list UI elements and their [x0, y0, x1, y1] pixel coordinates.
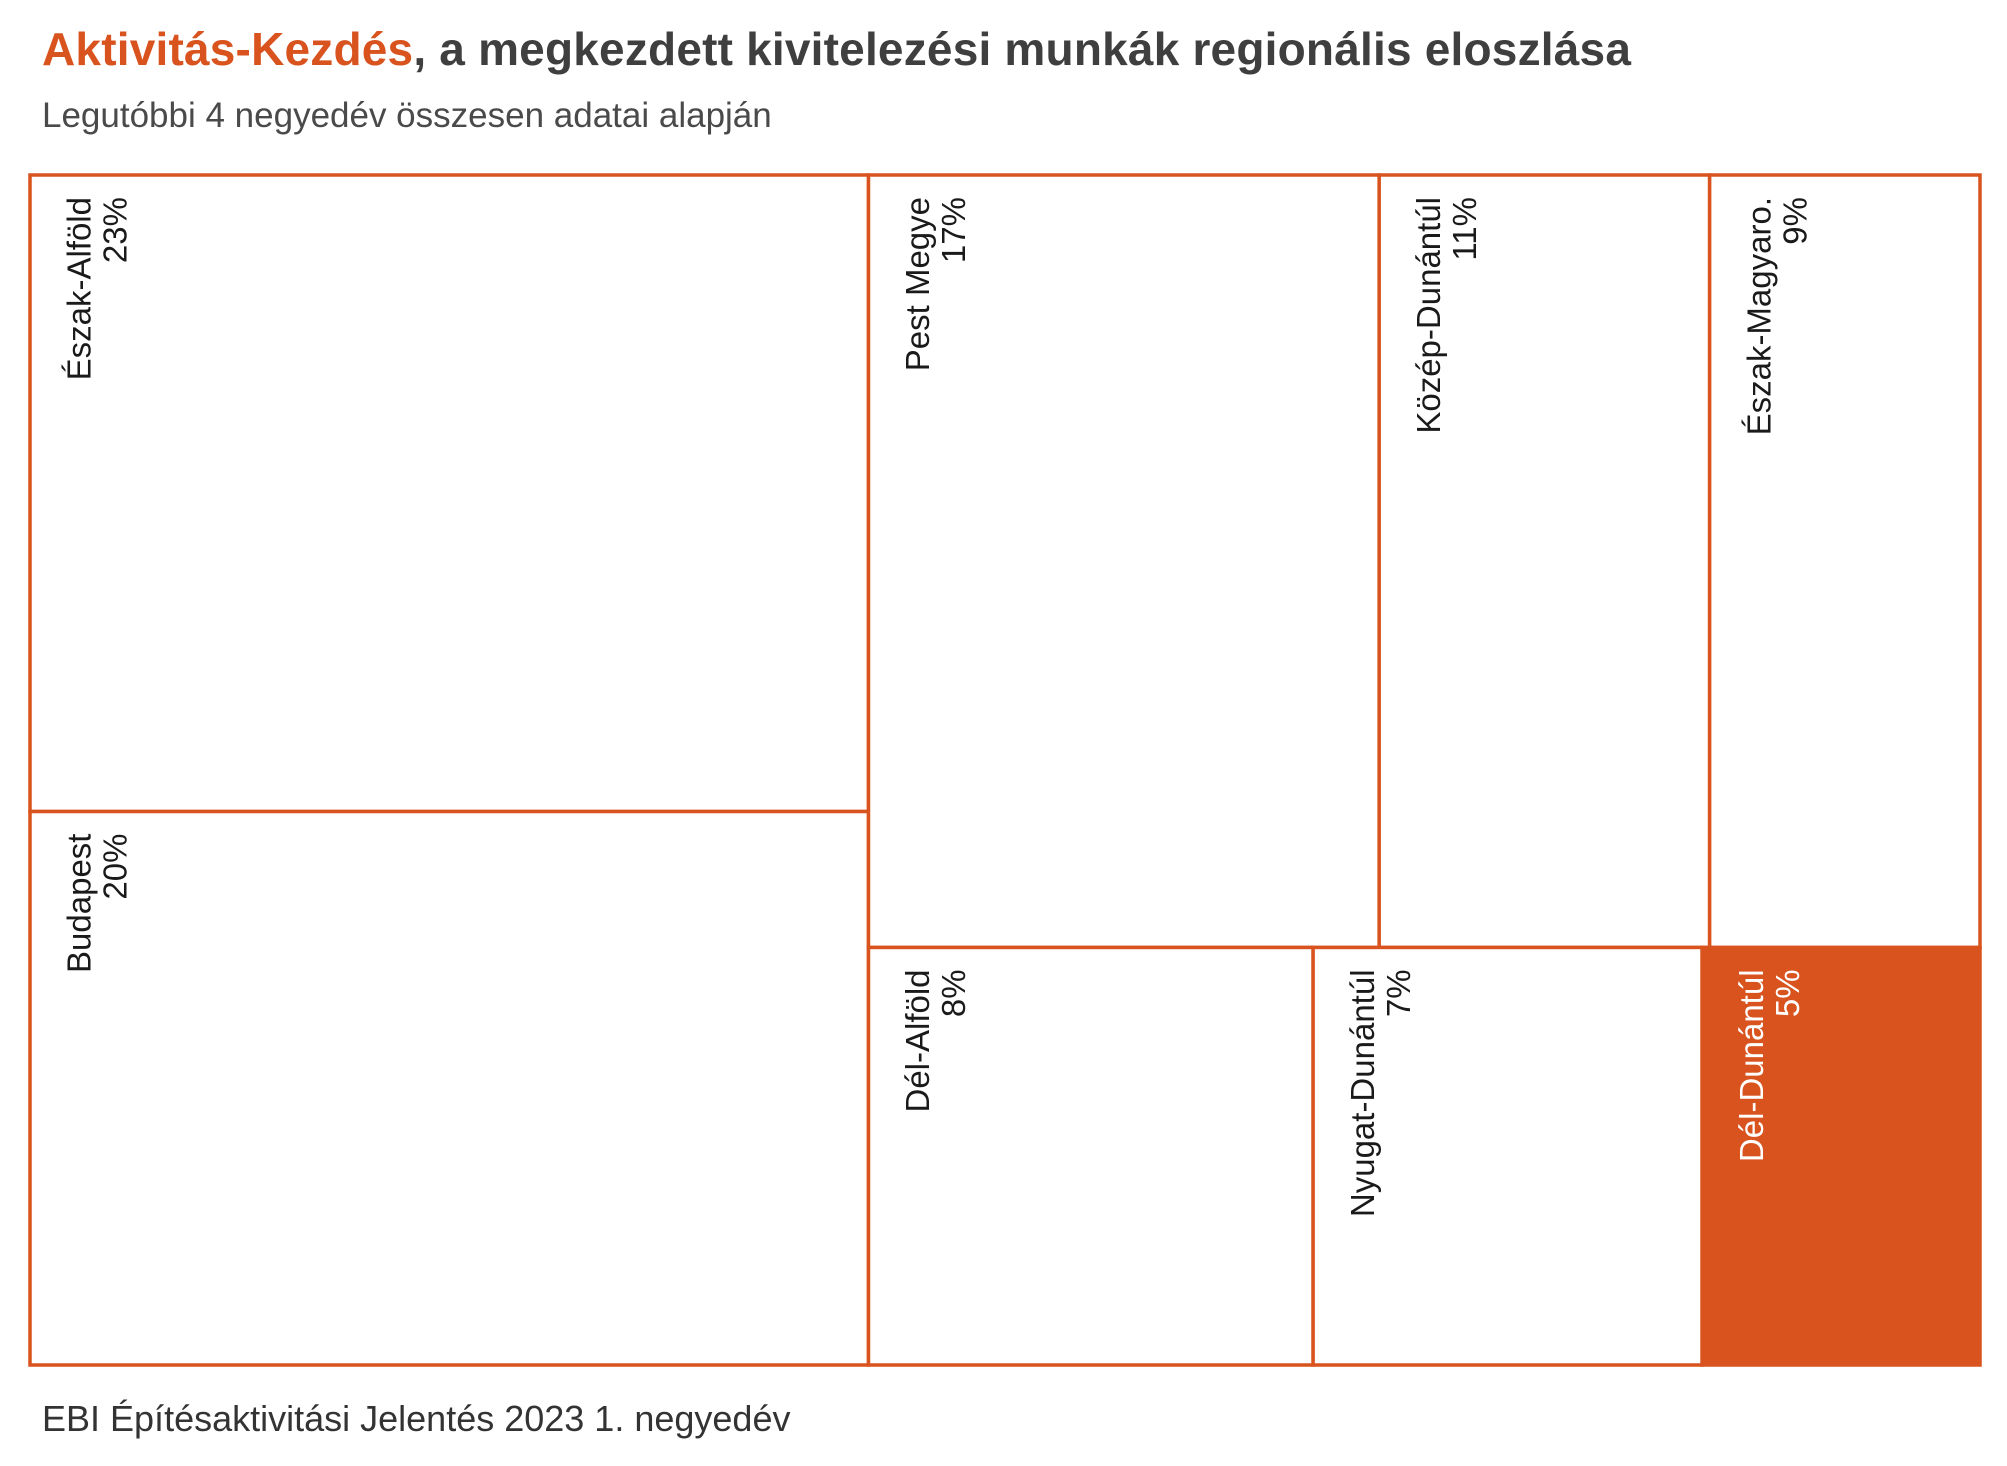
treemap-cell-del-dunantul: Dél-Dunántúl 5% — [1700, 945, 1982, 1367]
treemap-cell-del-alfold: Dél-Alföld 8% — [866, 945, 1315, 1367]
treemap-cell-pest-megye: Pest Megye 17% — [866, 173, 1381, 950]
treemap-value-label: 5% — [1769, 969, 1806, 1017]
treemap-label: Dél-Dunántúl — [1733, 969, 1770, 1162]
treemap-label: Dél-Alföld — [899, 969, 936, 1112]
treemap-label: Észak-Alföld — [61, 197, 98, 380]
treemap-value-label: 17% — [935, 197, 972, 263]
treemap-cell-eszak-alfold: Észak-Alföld 23% — [28, 173, 871, 814]
treemap-value-label: 8% — [935, 969, 972, 1017]
treemap-value-label: 11% — [1446, 197, 1483, 261]
treemap-rect — [1700, 945, 1982, 1367]
treemap-cell-nyugat-dunantul: Nyugat-Dunántúl 7% — [1311, 945, 1704, 1367]
chart-title: Aktivitás-Kezdés, a megkezdett kivitelez… — [42, 22, 1631, 76]
treemap-label: Észak-Magyaro. — [1740, 197, 1777, 435]
chart-subtitle: Legutóbbi 4 negyedév összesen adatai ala… — [42, 96, 772, 135]
treemap-label: Nyugat-Dunántúl — [1344, 969, 1381, 1217]
treemap-label: Pest Megye — [899, 197, 936, 371]
treemap-value-label: 23% — [97, 197, 134, 263]
source-note: EBI Építésaktivitási Jelentés 2023 1. ne… — [42, 1398, 791, 1439]
treemap-rect — [28, 173, 871, 814]
treemap-label: Budapest — [61, 834, 98, 973]
chart-title-rest: , a megkezdett kivitelezési munkák regio… — [413, 23, 1632, 75]
treemap-value-label: 9% — [1776, 197, 1813, 245]
treemap-label: Közép-Dunántúl — [1410, 197, 1447, 434]
treemap-cell-budapest: Budapest 20% — [28, 809, 871, 1367]
treemap-value-label: 7% — [1380, 969, 1417, 1017]
chart-title-highlight: Aktivitás-Kezdés — [42, 23, 414, 75]
treemap-cell-eszak-magyaro: Észak-Magyaro. 9% — [1707, 173, 1982, 950]
treemap-rect — [866, 173, 1381, 950]
treemap-rect — [1311, 945, 1704, 1367]
treemap-rect — [28, 809, 871, 1367]
treemap-value-label: 20% — [97, 834, 134, 900]
treemap-cell-kozep-dunantul: Közép-Dunántúl 11% — [1377, 173, 1712, 950]
treemap-rect — [866, 945, 1315, 1367]
